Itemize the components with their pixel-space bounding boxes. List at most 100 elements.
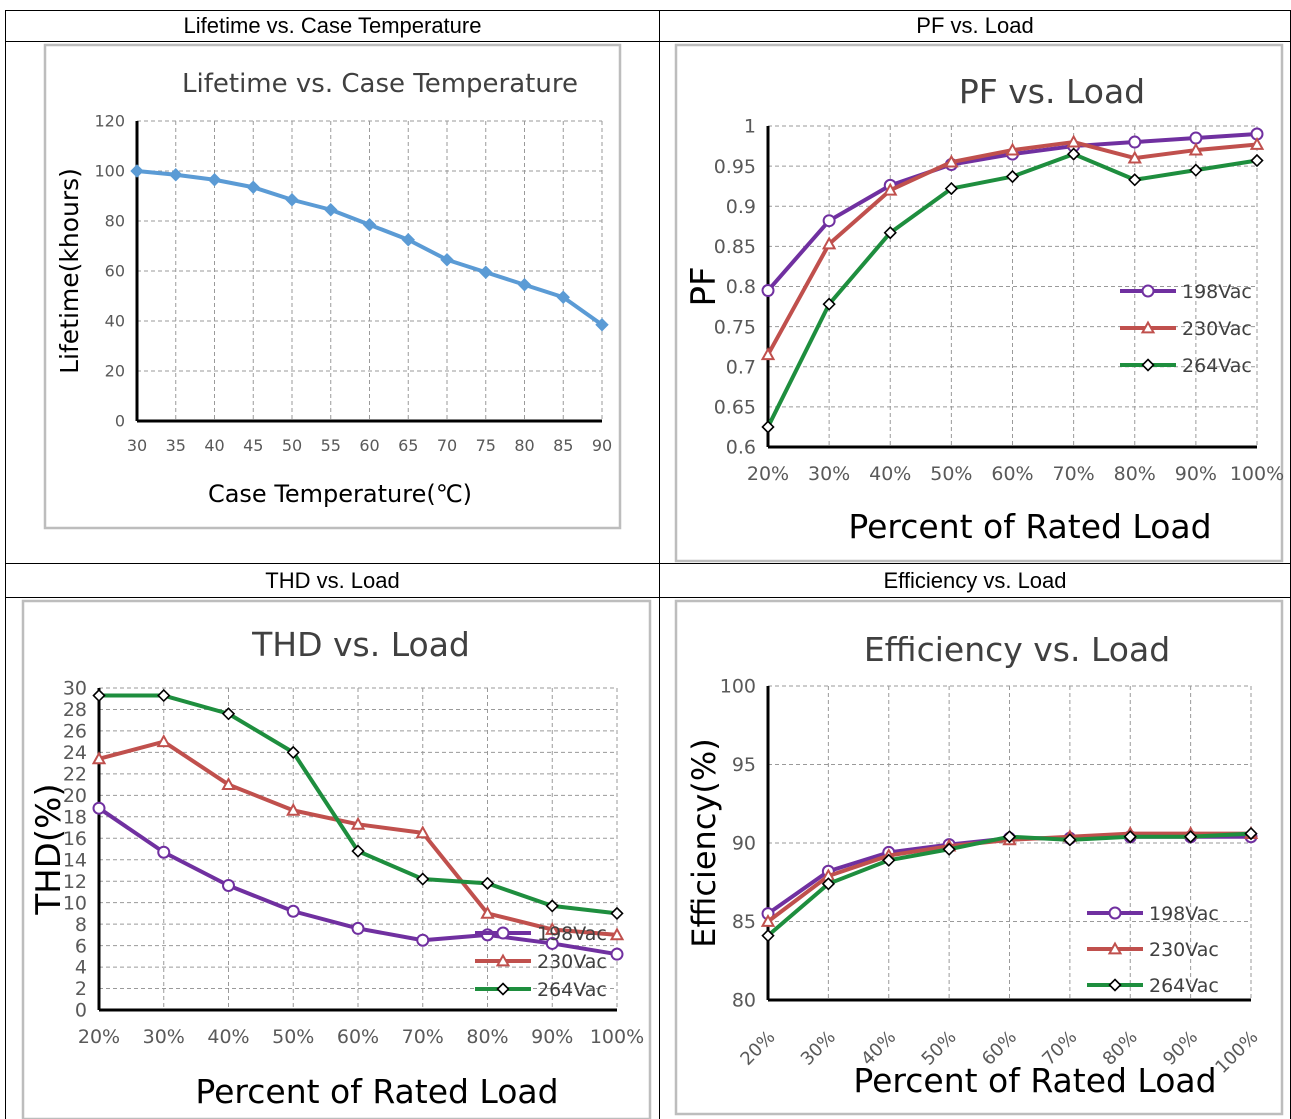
data-point — [610, 906, 624, 921]
data-point — [944, 181, 959, 196]
data-point — [351, 844, 365, 858]
chart-title: THD vs. Load — [251, 625, 470, 664]
y-tick-label: 22 — [63, 764, 87, 786]
data-point — [609, 927, 625, 941]
x-tick-label: 90% — [531, 1026, 573, 1048]
y-tick-label: 100 — [720, 676, 756, 698]
y-tick-label: 0.9 — [726, 196, 756, 218]
legend-marker — [1141, 358, 1155, 372]
y-tick-label: 18 — [63, 806, 87, 828]
chart-title: PF vs. Load — [959, 72, 1145, 111]
y-tick-label: 0.6 — [726, 437, 756, 459]
data-point — [1066, 147, 1081, 161]
data-point — [1128, 173, 1142, 187]
x-tick-label: 80% — [466, 1026, 508, 1048]
x-tick-label: 80% — [1114, 463, 1156, 485]
legend-label: 264Vac — [1182, 355, 1252, 377]
cell-header-lifetime: Lifetime vs. Case Temperature — [5, 10, 660, 42]
data-point — [350, 816, 366, 830]
x-tick-label: 30 — [127, 436, 147, 455]
data-point — [760, 913, 776, 927]
y-tick-label: 90 — [732, 833, 756, 855]
legend-marker — [1107, 941, 1123, 955]
legend-marker — [495, 953, 511, 967]
data-point — [1188, 142, 1204, 156]
x-axis-label: Percent of Rated Load — [195, 1072, 558, 1111]
legend-marker — [1108, 978, 1122, 992]
data-point — [610, 947, 624, 961]
y-tick-label: 0.95 — [714, 156, 756, 178]
data-point — [1066, 134, 1081, 148]
x-tick-label: 60 — [359, 436, 379, 455]
data-point — [1005, 142, 1020, 156]
legend-label: 230Vac — [1149, 939, 1219, 961]
y-axis-label: Lifetime(khours) — [55, 168, 84, 374]
data-point — [440, 253, 454, 267]
y-tick-label: 80 — [105, 212, 125, 231]
data-point — [286, 904, 300, 918]
x-axis-label: Percent of Rated Load — [848, 507, 1211, 546]
y-tick-label: 0.7 — [726, 356, 756, 378]
y-tick-label: 20 — [105, 362, 125, 381]
data-point — [1127, 150, 1142, 164]
data-point — [479, 265, 493, 279]
data-point — [480, 876, 495, 890]
data-point — [156, 734, 171, 748]
data-point — [415, 825, 430, 839]
data-point — [221, 707, 236, 721]
y-tick-label: 14 — [63, 849, 87, 871]
x-tick-label: 50% — [272, 1026, 314, 1048]
x-tick-label: 70% — [402, 1026, 444, 1048]
y-tick-label: 20 — [63, 785, 87, 807]
x-tick-label: 90% — [1175, 463, 1217, 485]
y-tick-label: 85 — [732, 911, 756, 933]
x-tick-label: 45 — [243, 436, 263, 455]
y-axis-label: PF — [684, 266, 724, 306]
x-axis-label: Case Temperature(℃) — [208, 480, 472, 508]
x-tick-label: 70 — [437, 436, 457, 455]
x-tick-label: 50 — [282, 436, 302, 455]
legend-label: 198Vac — [1182, 281, 1252, 303]
data-point — [545, 899, 559, 913]
x-tick-label: 40% — [207, 1026, 249, 1048]
x-tick-label: 100% — [1230, 463, 1284, 485]
data-point — [286, 802, 301, 816]
y-tick-label: 2 — [75, 978, 87, 1000]
y-tick-label: 40 — [105, 312, 125, 331]
y-tick-label: 100 — [94, 162, 125, 181]
data-point — [944, 154, 959, 168]
data-point — [324, 203, 338, 217]
data-point — [222, 878, 235, 892]
x-tick-label: 70% — [1053, 463, 1095, 485]
data-point — [1250, 153, 1264, 168]
y-tick-label: 4 — [75, 957, 87, 979]
x-tick-label: 100% — [590, 1026, 644, 1048]
x-tick-label: 40 — [204, 436, 224, 455]
x-tick-label: 55 — [321, 436, 341, 455]
data-point — [1128, 135, 1142, 149]
x-tick-label: 75 — [476, 436, 496, 455]
data-point — [157, 688, 171, 703]
legend-label: 198Vac — [537, 923, 607, 945]
cell-header-efficiency: Efficiency vs. Load — [659, 563, 1291, 598]
data-point — [1189, 163, 1203, 177]
data-point — [169, 168, 183, 182]
x-tick-label: 30% — [808, 463, 850, 485]
y-tick-label: 26 — [63, 721, 87, 743]
cell-header-thd: THD vs. Load — [5, 563, 660, 598]
chart-title: Lifetime vs. Case Temperature — [182, 69, 578, 99]
x-tick-label: 20% — [78, 1026, 120, 1048]
y-tick-label: 60 — [105, 262, 125, 281]
y-tick-label: 0.75 — [714, 316, 756, 338]
chart-frame — [674, 43, 1284, 563]
data-point — [761, 420, 775, 434]
data-point — [883, 182, 898, 196]
y-tick-label: 30 — [63, 678, 87, 700]
data-point — [1183, 830, 1198, 844]
y-tick-label: 1 — [744, 116, 756, 138]
x-axis-label: Percent of Rated Load — [853, 1061, 1216, 1100]
